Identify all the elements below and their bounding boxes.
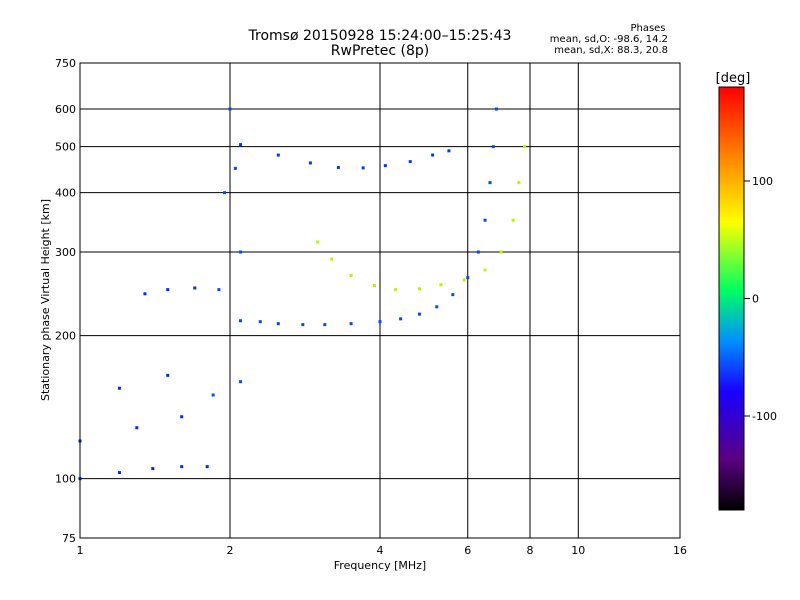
echo-point	[417, 287, 421, 291]
echo-point	[373, 284, 377, 288]
y-tick-label: 400	[55, 187, 76, 200]
y-tick-label: 75	[62, 532, 76, 545]
echo-point	[143, 292, 147, 296]
echo-point	[223, 191, 227, 195]
echo-point	[451, 293, 455, 297]
echo-point	[258, 320, 262, 324]
y-tick-label: 200	[55, 330, 76, 343]
grid-lines	[80, 63, 680, 538]
echo-point	[151, 467, 155, 471]
phase-legend-x-mode: mean, sd,X: 88.3, 20.8	[554, 45, 668, 56]
colorbar-gradient	[718, 86, 745, 511]
echo-point	[316, 240, 320, 244]
echo-point	[239, 250, 243, 254]
echo-point	[349, 273, 353, 277]
echo-point	[517, 181, 521, 185]
echo-point	[323, 323, 327, 327]
chart-title: Tromsø 20150928 15:24:00–15:25:43	[248, 28, 512, 44]
plot-area: 1 2 4 6 8 10 16 75 100 200 300 400 500 600 750	[55, 57, 687, 557]
y-tick-label: 300	[55, 246, 76, 259]
echo-point	[336, 165, 340, 169]
x-tick-label: 16	[673, 544, 687, 557]
echo-point	[466, 276, 470, 280]
echo-point	[166, 373, 170, 377]
echo-point	[180, 465, 184, 469]
x-tick-label: 10	[571, 544, 585, 557]
echo-point	[301, 323, 305, 327]
echo-point	[483, 268, 487, 272]
echo-point	[483, 218, 487, 222]
echo-point	[135, 426, 139, 430]
x-tick-label: 8	[527, 544, 534, 557]
x-tick-label: 1	[77, 544, 84, 557]
echo-point	[166, 288, 170, 292]
echo-point	[491, 145, 495, 149]
echo-point	[276, 153, 280, 157]
echo-point	[494, 107, 498, 111]
echo-point	[239, 319, 243, 323]
echo-point	[349, 322, 353, 326]
echo-point	[117, 471, 121, 475]
echo-point	[378, 320, 382, 324]
echo-point	[239, 380, 243, 384]
colorbar: [deg] 100 0 -100	[716, 71, 777, 511]
echo-point	[217, 288, 221, 292]
y-tick-label: 500	[55, 141, 76, 154]
echo-point	[462, 278, 466, 282]
echo-point	[193, 286, 197, 290]
echo-point	[399, 317, 403, 321]
colorbar-label: [deg]	[716, 71, 751, 86]
colorbar-ticks: 100 0 -100	[744, 175, 777, 423]
echo-point	[308, 161, 312, 165]
echo-point	[511, 218, 515, 222]
phase-legend-title: Phases	[630, 23, 665, 34]
echo-point	[330, 257, 334, 261]
echo-point	[233, 166, 237, 170]
echo-point	[431, 153, 435, 157]
echo-point	[435, 305, 439, 309]
x-tick-label: 6	[464, 544, 471, 557]
echo-point	[417, 312, 421, 316]
y-tick-label: 750	[55, 57, 76, 70]
echo-point	[117, 386, 121, 390]
echo-point	[276, 322, 280, 326]
echo-point	[383, 164, 387, 168]
phase-legend-o-mode: mean, sd,O: -98.6, 14.2	[550, 34, 668, 45]
colorbar-tick-label: 100	[752, 175, 773, 188]
phase-legend: Phases mean, sd,O: -98.6, 14.2 mean, sd,…	[550, 23, 668, 56]
echo-point	[394, 288, 398, 292]
echo-point	[228, 107, 232, 111]
echo-point	[523, 145, 527, 149]
echo-point	[361, 166, 365, 170]
x-tick-label: 2	[227, 544, 234, 557]
x-tick-label: 4	[377, 544, 384, 557]
x-axis-ticks: 1 2 4 6 8 10 16	[77, 544, 688, 557]
echo-point	[180, 415, 184, 419]
data-points	[78, 107, 527, 481]
x-axis-label: Frequency [MHz]	[334, 559, 426, 572]
echo-point	[211, 393, 215, 397]
y-tick-label: 600	[55, 103, 76, 116]
echo-point	[439, 283, 443, 287]
y-tick-label: 100	[55, 473, 76, 486]
colorbar-tick-label: -100	[752, 410, 777, 423]
colorbar-tick-label: 0	[752, 293, 759, 306]
y-axis-label: Stationary phase Virtual Height [km]	[39, 199, 52, 401]
chart-subtitle: RwPretec (8p)	[331, 43, 429, 59]
echo-point	[408, 160, 412, 164]
echo-point	[205, 465, 209, 469]
echo-point	[239, 143, 243, 147]
y-axis-ticks: 75 100 200 300 400 500 600 750	[55, 57, 76, 545]
plot-frame	[79, 62, 681, 539]
echo-point	[499, 250, 503, 254]
echo-point	[476, 250, 480, 254]
echo-point	[447, 149, 451, 153]
echo-point	[488, 181, 492, 185]
